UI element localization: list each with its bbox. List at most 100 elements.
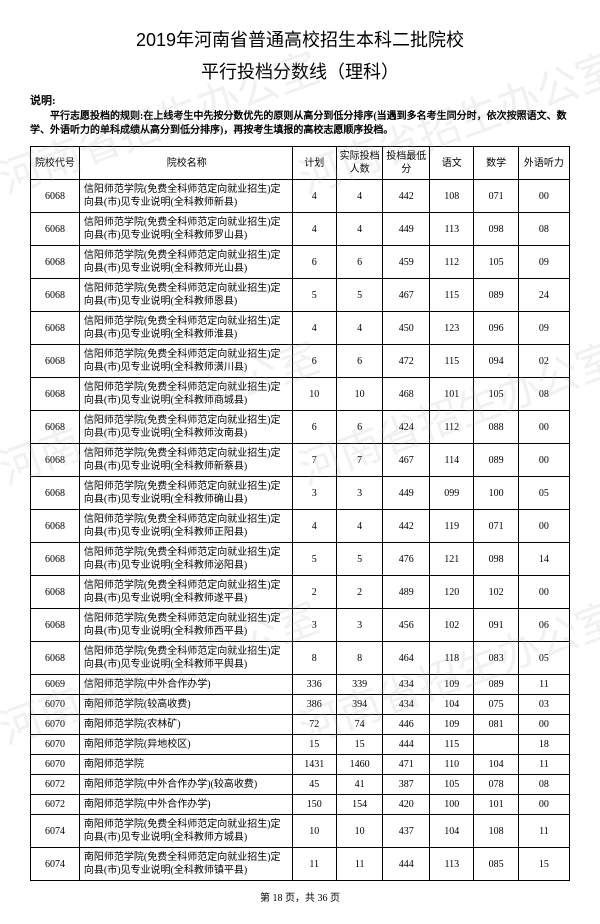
cell: 394	[336, 695, 383, 715]
cell: 06	[518, 609, 569, 642]
cell: 3	[336, 477, 383, 510]
table-row: 6074南阳师范学院(免费全科师范定向就业招生)定向县(市)见专业说明(全科教师…	[31, 848, 570, 881]
cell: 115	[430, 279, 474, 312]
table-row: 6068信阳师范学院(免费全科师范定向就业招生)定向县(市)见专业说明(全科教师…	[31, 279, 570, 312]
cell: 72	[292, 715, 336, 735]
cell: 5	[336, 279, 383, 312]
cell: 45	[292, 775, 336, 795]
cell: 112	[430, 246, 474, 279]
cell: 6068	[31, 609, 80, 642]
cell: 4	[292, 312, 336, 345]
note-body: 平行志愿投档的规则:在上线考生中先按分数优先的原则从高分到低分排序(当遇到多名考…	[30, 110, 570, 138]
cell: 08	[518, 378, 569, 411]
cell: 6072	[31, 795, 80, 815]
score-table: 院校代号 院校名称 计划 实际投档人数 投档最低分 语文 数学 外语听力 606…	[30, 146, 570, 881]
cell: 387	[383, 775, 430, 795]
cell: 104	[474, 755, 518, 775]
cell: 信阳师范学院(免费全科师范定向就业招生)定向县(市)见专业说明(全科教师西平县)	[79, 609, 292, 642]
cell: 3	[292, 477, 336, 510]
table-row: 6072南阳师范学院(中外合作办学)(较高收费)454138710507808	[31, 775, 570, 795]
col-actual: 实际投档人数	[336, 147, 383, 180]
cell: 6	[336, 345, 383, 378]
cell: 南阳师范学院(异地校区)	[79, 735, 292, 755]
cell: 083	[474, 642, 518, 675]
cell: 5	[292, 279, 336, 312]
cell: 1431	[292, 755, 336, 775]
cell	[474, 735, 518, 755]
cell: 437	[383, 815, 430, 848]
cell: 南阳师范学院(中外合作办学)(较高收费)	[79, 775, 292, 795]
cell: 00	[518, 715, 569, 735]
cell: 6068	[31, 543, 80, 576]
cell: 02	[518, 345, 569, 378]
cell: 467	[383, 444, 430, 477]
cell: 6068	[31, 312, 80, 345]
cell: 1460	[336, 755, 383, 775]
table-row: 6068信阳师范学院(免费全科师范定向就业招生)定向县(市)见专业说明(全科教师…	[31, 345, 570, 378]
cell: 6068	[31, 378, 80, 411]
cell: 089	[474, 444, 518, 477]
cell: 5	[336, 543, 383, 576]
cell: 00	[518, 411, 569, 444]
cell: 10	[292, 815, 336, 848]
cell: 6	[336, 411, 383, 444]
page-title-1: 2019年河南省普通高校招生本科二批院校	[30, 26, 570, 52]
cell: 121	[430, 543, 474, 576]
cell: 8	[336, 642, 383, 675]
col-code: 院校代号	[31, 147, 80, 180]
table-row: 6074南阳师范学院(免费全科师范定向就业招生)定向县(市)见专业说明(全科教师…	[31, 815, 570, 848]
cell: 6068	[31, 345, 80, 378]
cell: 4	[292, 213, 336, 246]
table-row: 6072南阳师范学院(中外合作办学)15015442010010100	[31, 795, 570, 815]
cell: 091	[474, 609, 518, 642]
cell: 08	[518, 213, 569, 246]
cell: 15	[292, 735, 336, 755]
table-row: 6070南阳师范学院(异地校区)151544411518	[31, 735, 570, 755]
cell: 2	[336, 576, 383, 609]
cell: 442	[383, 180, 430, 213]
cell: 078	[474, 775, 518, 795]
cell: 14	[518, 543, 569, 576]
cell: 74	[336, 715, 383, 735]
cell: 6070	[31, 715, 80, 735]
table-header-row: 院校代号 院校名称 计划 实际投档人数 投档最低分 语文 数学 外语听力	[31, 147, 570, 180]
cell: 101	[474, 795, 518, 815]
table-row: 6068信阳师范学院(免费全科师范定向就业招生)定向县(市)见专业说明(全科教师…	[31, 477, 570, 510]
cell: 08	[518, 775, 569, 795]
cell: 094	[474, 345, 518, 378]
cell: 信阳师范学院(免费全科师范定向就业招生)定向县(市)见专业说明(全科教师恩县)	[79, 279, 292, 312]
cell: 10	[336, 815, 383, 848]
cell: 信阳师范学院(免费全科师范定向就业招生)定向县(市)见专业说明(全科教师正阳县)	[79, 510, 292, 543]
cell: 449	[383, 477, 430, 510]
cell: 8	[292, 642, 336, 675]
cell: 6068	[31, 279, 80, 312]
cell: 444	[383, 848, 430, 881]
cell: 00	[518, 795, 569, 815]
cell: 信阳师范学院(免费全科师范定向就业招生)定向县(市)见专业说明(全科教师平舆县)	[79, 642, 292, 675]
cell: 098	[474, 213, 518, 246]
col-yw: 语文	[430, 147, 474, 180]
cell: 信阳师范学院(免费全科师范定向就业招生)定向县(市)见专业说明(全科教师淮县)	[79, 312, 292, 345]
cell: 4	[292, 510, 336, 543]
cell: 信阳师范学院(免费全科师范定向就业招生)定向县(市)见专业说明(全科教师商城县)	[79, 378, 292, 411]
table-row: 6068信阳师范学院(免费全科师范定向就业招生)定向县(市)见专业说明(全科教师…	[31, 609, 570, 642]
table-row: 6068信阳师范学院(免费全科师范定向就业招生)定向县(市)见专业说明(全科教师…	[31, 246, 570, 279]
table-row: 6068信阳师范学院(免费全科师范定向就业招生)定向县(市)见专业说明(全科教师…	[31, 642, 570, 675]
cell: 11	[518, 815, 569, 848]
cell: 6	[292, 345, 336, 378]
cell: 4	[336, 180, 383, 213]
cell: 7	[292, 444, 336, 477]
cell: 信阳师范学院(免费全科师范定向就业招生)定向县(市)见专业说明(全科教师新县)	[79, 180, 292, 213]
cell: 424	[383, 411, 430, 444]
cell: 信阳师范学院(中外合作办学)	[79, 675, 292, 695]
table-row: 6070南阳师范学院1431146047111010411	[31, 755, 570, 775]
cell: 100	[430, 795, 474, 815]
cell: 4	[336, 213, 383, 246]
cell: 112	[430, 411, 474, 444]
cell: 6068	[31, 180, 80, 213]
cell: 450	[383, 312, 430, 345]
cell: 467	[383, 279, 430, 312]
cell: 4	[292, 180, 336, 213]
cell: 00	[518, 510, 569, 543]
cell: 446	[383, 715, 430, 735]
